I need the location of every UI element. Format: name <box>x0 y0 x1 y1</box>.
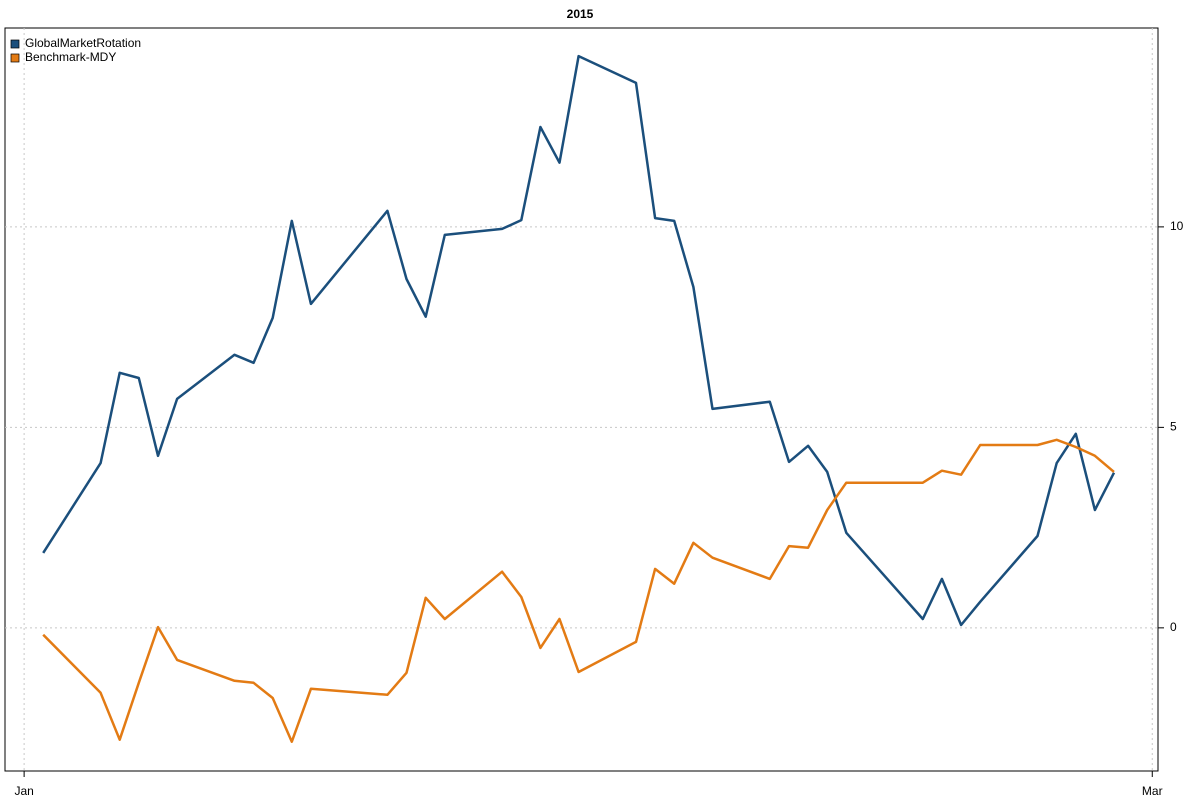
y-tick-label: 10 <box>1170 219 1184 233</box>
plot-frame <box>4 27 1159 772</box>
series-line <box>42 54 1116 627</box>
y-tick-label: 5 <box>1170 420 1177 434</box>
x-tick-label: Mar <box>1142 784 1163 798</box>
series-line <box>42 438 1115 743</box>
chart-title: 2015 <box>567 7 594 21</box>
legend-label: Benchmark-MDY <box>25 50 116 64</box>
y-tick-label: 0 <box>1170 620 1177 634</box>
legend-swatch <box>10 39 20 49</box>
legend-swatch <box>10 53 20 63</box>
x-tick-label: Jan <box>14 784 33 798</box>
legend-label: GlobalMarketRotation <box>25 36 141 50</box>
